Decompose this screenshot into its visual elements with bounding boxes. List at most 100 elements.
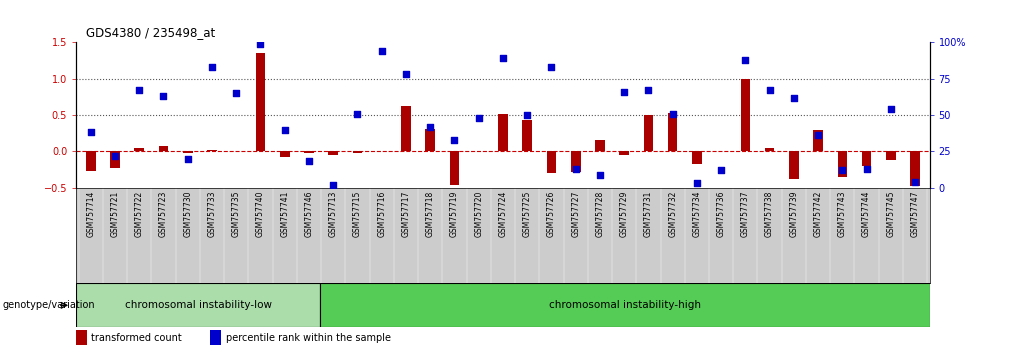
Bar: [886, 152, 896, 160]
Point: [470, 115, 487, 121]
Text: GSM757713: GSM757713: [329, 190, 337, 237]
Text: GSM757741: GSM757741: [280, 190, 290, 237]
Text: GSM757720: GSM757720: [474, 190, 484, 237]
Text: GSM757718: GSM757718: [426, 190, 435, 237]
Text: GSM757739: GSM757739: [789, 190, 799, 237]
Text: GSM757714: GSM757714: [86, 190, 96, 237]
Point: [325, 182, 341, 188]
Bar: [765, 148, 774, 152]
Point: [276, 127, 293, 132]
Text: GSM757742: GSM757742: [814, 190, 823, 237]
Point: [519, 112, 535, 118]
Bar: [86, 152, 96, 171]
Point: [859, 166, 875, 172]
Text: GSM757732: GSM757732: [669, 190, 677, 237]
Bar: [320, 283, 930, 327]
Bar: [643, 115, 653, 152]
Bar: [595, 141, 605, 152]
Text: GSM757744: GSM757744: [863, 190, 871, 237]
Bar: [76, 330, 87, 345]
Text: chromosomal instability-high: chromosomal instability-high: [549, 300, 701, 310]
Bar: [158, 145, 169, 152]
Point: [252, 41, 268, 47]
Bar: [668, 113, 678, 152]
Text: GSM757729: GSM757729: [620, 190, 629, 237]
Point: [713, 167, 729, 173]
Text: GSM757735: GSM757735: [232, 190, 241, 237]
Bar: [498, 114, 508, 152]
Text: GSM757716: GSM757716: [377, 190, 386, 237]
Bar: [813, 130, 823, 152]
Text: percentile rank within the sample: percentile rank within the sample: [226, 332, 390, 343]
Text: GSM757746: GSM757746: [305, 190, 314, 237]
Text: GSM757731: GSM757731: [644, 190, 653, 237]
Point: [495, 56, 511, 61]
Point: [785, 95, 802, 101]
Text: GSM757738: GSM757738: [765, 190, 774, 237]
Bar: [837, 152, 847, 177]
Point: [398, 72, 415, 77]
Point: [664, 111, 681, 116]
Point: [640, 87, 656, 93]
Text: GSM757726: GSM757726: [547, 190, 556, 237]
Text: GSM757734: GSM757734: [692, 190, 701, 237]
Text: GDS4380 / 235498_at: GDS4380 / 235498_at: [86, 26, 215, 39]
Text: GSM757724: GSM757724: [499, 190, 507, 237]
Point: [446, 137, 462, 143]
Text: GSM757721: GSM757721: [111, 190, 120, 237]
Point: [301, 159, 317, 164]
Bar: [210, 330, 221, 345]
Point: [374, 48, 390, 54]
Text: GSM757725: GSM757725: [522, 190, 531, 237]
Bar: [353, 152, 363, 153]
Text: chromosomal instability-low: chromosomal instability-low: [125, 300, 271, 310]
Point: [228, 90, 244, 96]
Text: GSM757745: GSM757745: [886, 190, 895, 237]
Point: [591, 172, 608, 177]
Point: [131, 87, 147, 93]
Bar: [910, 152, 919, 186]
Bar: [279, 152, 290, 157]
Point: [907, 179, 924, 185]
Text: GSM757740: GSM757740: [256, 190, 265, 237]
Bar: [426, 129, 435, 152]
Bar: [547, 152, 556, 173]
Bar: [862, 152, 872, 166]
Point: [350, 111, 366, 116]
Point: [689, 181, 705, 186]
Text: GSM757717: GSM757717: [401, 190, 410, 237]
Text: GSM757730: GSM757730: [183, 190, 192, 237]
Bar: [134, 148, 144, 152]
Bar: [207, 150, 216, 152]
Bar: [741, 79, 750, 152]
Text: GSM757743: GSM757743: [838, 190, 847, 237]
Text: GSM757715: GSM757715: [353, 190, 362, 237]
Point: [82, 130, 99, 135]
Point: [544, 64, 560, 70]
Text: genotype/variation: genotype/variation: [2, 300, 94, 310]
Bar: [789, 152, 799, 179]
Point: [107, 153, 123, 159]
Point: [738, 57, 754, 63]
Bar: [304, 152, 314, 153]
Text: GSM757736: GSM757736: [716, 190, 725, 237]
Bar: [449, 152, 459, 185]
Point: [616, 89, 632, 95]
Text: GSM757728: GSM757728: [595, 190, 605, 237]
Text: GSM757737: GSM757737: [741, 190, 750, 237]
Text: GSM757723: GSM757723: [158, 190, 168, 237]
Point: [204, 64, 220, 70]
Bar: [328, 152, 338, 155]
Point: [883, 107, 899, 112]
Point: [810, 132, 826, 138]
Point: [155, 93, 172, 99]
Bar: [401, 106, 410, 152]
Bar: [110, 152, 120, 168]
Bar: [571, 152, 580, 172]
Text: GSM757747: GSM757747: [910, 190, 919, 237]
Text: GSM757733: GSM757733: [207, 190, 216, 237]
Text: GSM757727: GSM757727: [571, 190, 580, 237]
Text: transformed count: transformed count: [91, 332, 182, 343]
Point: [761, 87, 777, 93]
Point: [834, 167, 850, 173]
